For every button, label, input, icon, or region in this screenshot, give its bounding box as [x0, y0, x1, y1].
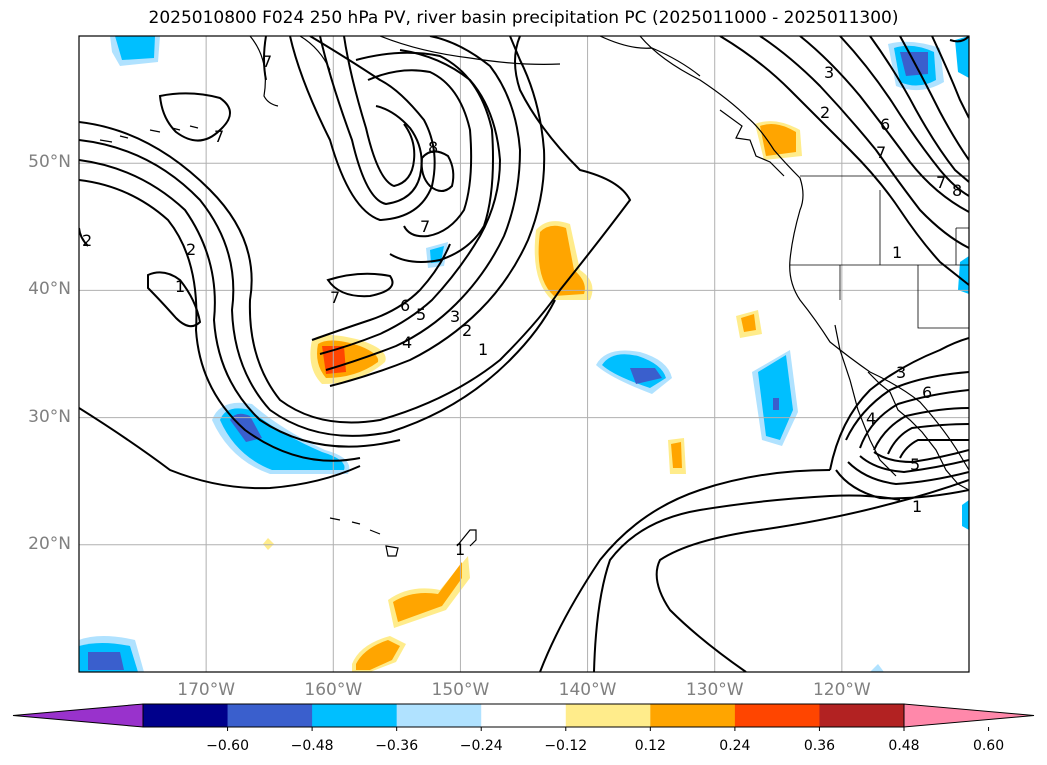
colorbar-segment — [650, 704, 736, 727]
colorbar-tick-label: 0.12 — [634, 738, 666, 754]
longitude-label: 130°W — [685, 680, 744, 700]
colorbar-tick-label: −0.24 — [459, 738, 503, 754]
map-title: 2025010800 F024 250 hPa PV, river basin … — [148, 8, 899, 28]
contour-label: 3 — [450, 307, 460, 326]
positive-patches — [263, 121, 802, 672]
contour-label: 8 — [428, 138, 438, 157]
colorbar-tick-label: 0.60 — [972, 738, 1005, 754]
contour-label: 2 — [820, 103, 830, 122]
contour-label: 7 — [420, 217, 430, 236]
colorbar-tick-label: 0.48 — [888, 738, 920, 754]
contour-label: 7 — [876, 143, 886, 162]
contour-label: 1 — [912, 497, 922, 516]
contour-label: 7 — [330, 288, 340, 307]
colorbar-tick-label: 0.36 — [803, 738, 836, 754]
political-borders — [790, 175, 969, 329]
contour-label: 3 — [824, 63, 834, 82]
latitude-label: 20°N — [28, 533, 71, 554]
latitude-label: 40°N — [28, 279, 71, 300]
map-frame — [78, 35, 970, 673]
contour-label: 3 — [896, 363, 906, 382]
longitude-label: 170°W — [177, 680, 236, 700]
contour-label: 7 — [214, 127, 224, 146]
colorbar-segment — [396, 704, 482, 727]
negative-patches — [79, 36, 969, 672]
latitude-label: 50°N — [28, 152, 71, 173]
contour-label: 6 — [880, 115, 890, 134]
pv-contour-labels: 1 2 2 7 7 8 7 7 4 6 5 3 2 1 1 1 5 4 3 6 … — [82, 52, 962, 559]
contour-label: 6 — [922, 383, 932, 402]
contour-label: 6 — [400, 296, 410, 315]
contour-label: 1 — [478, 340, 488, 359]
colorbar-segment — [819, 704, 905, 727]
colorbar-segment — [734, 704, 820, 727]
colorbar-segment — [227, 704, 313, 727]
contour-label: 1 — [892, 243, 902, 262]
precip-shading — [79, 36, 969, 672]
colorbar — [12, 703, 1035, 731]
latitude-label: 30°N — [28, 406, 71, 427]
contour-label: 7 — [262, 52, 272, 71]
colorbar-segment — [481, 704, 567, 727]
colorbar-extend-high — [903, 703, 1035, 728]
colorbar-extend-low — [12, 703, 144, 728]
contour-label: 4 — [866, 409, 876, 428]
contour-label: 2 — [82, 231, 92, 250]
colorbar-tick-label: 0.24 — [719, 738, 751, 754]
colorbar-segment — [565, 704, 651, 727]
contour-label: 5 — [910, 455, 920, 474]
colorbar-segment — [312, 704, 398, 727]
colorbar-tick-label: −0.48 — [290, 738, 334, 754]
colorbar-frame — [142, 703, 905, 728]
map-gridlines — [79, 36, 969, 672]
longitude-label: 160°W — [304, 680, 363, 700]
contour-label: 7 — [936, 173, 946, 192]
colorbar-tick-label: −0.36 — [375, 738, 419, 754]
contour-label: 5 — [416, 305, 426, 324]
contour-label: 8 — [952, 181, 962, 200]
contour-label: 2 — [186, 240, 196, 259]
longitude-label: 140°W — [558, 680, 617, 700]
contour-label: 2 — [462, 321, 472, 340]
colorbar-tick-label: −0.12 — [544, 738, 588, 754]
colorbar-tick-label: −0.60 — [206, 738, 249, 754]
longitude-label: 150°W — [431, 680, 490, 700]
contour-label: 1 — [455, 540, 465, 559]
contour-label: 1 — [175, 277, 185, 296]
colorbar-segment — [143, 704, 229, 727]
longitude-label: 120°W — [812, 680, 871, 700]
pv-contours — [79, 36, 969, 672]
contour-label: 4 — [402, 333, 412, 352]
